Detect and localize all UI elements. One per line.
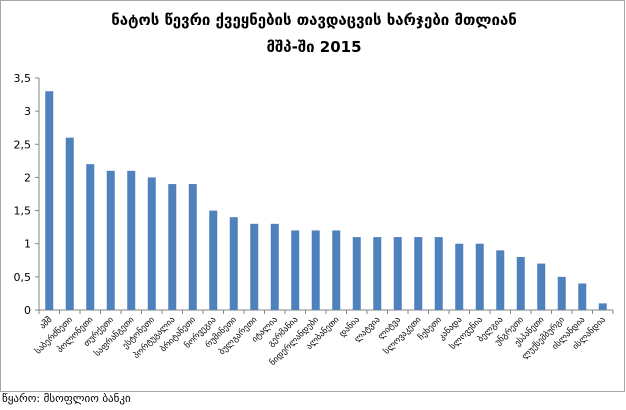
x-tick-label: აშშ bbox=[37, 314, 54, 331]
bar bbox=[168, 184, 177, 310]
bar bbox=[557, 276, 566, 310]
y-tick-label: 3 bbox=[24, 105, 31, 118]
bar bbox=[188, 184, 197, 310]
bar bbox=[537, 263, 546, 310]
bar bbox=[229, 217, 238, 310]
y-tick-label: 1,5 bbox=[14, 205, 32, 218]
bar bbox=[45, 91, 54, 310]
bar bbox=[434, 237, 443, 310]
y-tick-label: 0 bbox=[24, 304, 31, 317]
bar bbox=[455, 243, 464, 310]
bar bbox=[393, 237, 402, 310]
bar bbox=[270, 223, 279, 310]
y-tick-label: 2,5 bbox=[14, 138, 32, 151]
y-tick-label: 0,5 bbox=[14, 271, 32, 284]
bar bbox=[147, 177, 156, 310]
y-tick-label: 3,5 bbox=[14, 72, 32, 85]
bar bbox=[332, 230, 341, 310]
bar bbox=[516, 256, 525, 310]
chart-subtitle: მშპ-ში 2015 bbox=[266, 38, 362, 56]
bar bbox=[250, 223, 259, 310]
bar-chart: 00,511,522,533,5აშშსაბერძნეთიპოლონეთითურ… bbox=[14, 72, 614, 368]
bar bbox=[414, 237, 423, 310]
chart-title: ნატოს წევრი ქვეყნების თავდაცვის ხარჯები … bbox=[111, 11, 517, 29]
bar bbox=[578, 283, 587, 310]
bar bbox=[598, 303, 607, 310]
bar bbox=[127, 170, 136, 310]
chart-frame: ნატოს წევრი ქვეყნების თავდაცვის ხარჯები … bbox=[0, 0, 625, 392]
y-tick-label: 2 bbox=[24, 171, 31, 184]
y-tick-label: 1 bbox=[24, 238, 31, 251]
bar bbox=[475, 243, 484, 310]
bar bbox=[311, 230, 320, 310]
bar bbox=[291, 230, 300, 310]
bar bbox=[352, 237, 361, 310]
bar bbox=[496, 250, 505, 310]
bar bbox=[209, 210, 218, 310]
bar bbox=[106, 170, 115, 310]
source-note: წყარო: მსოფლიო ბანკი bbox=[2, 392, 131, 405]
bar bbox=[65, 137, 74, 310]
bar bbox=[373, 237, 382, 310]
bar bbox=[86, 164, 95, 310]
